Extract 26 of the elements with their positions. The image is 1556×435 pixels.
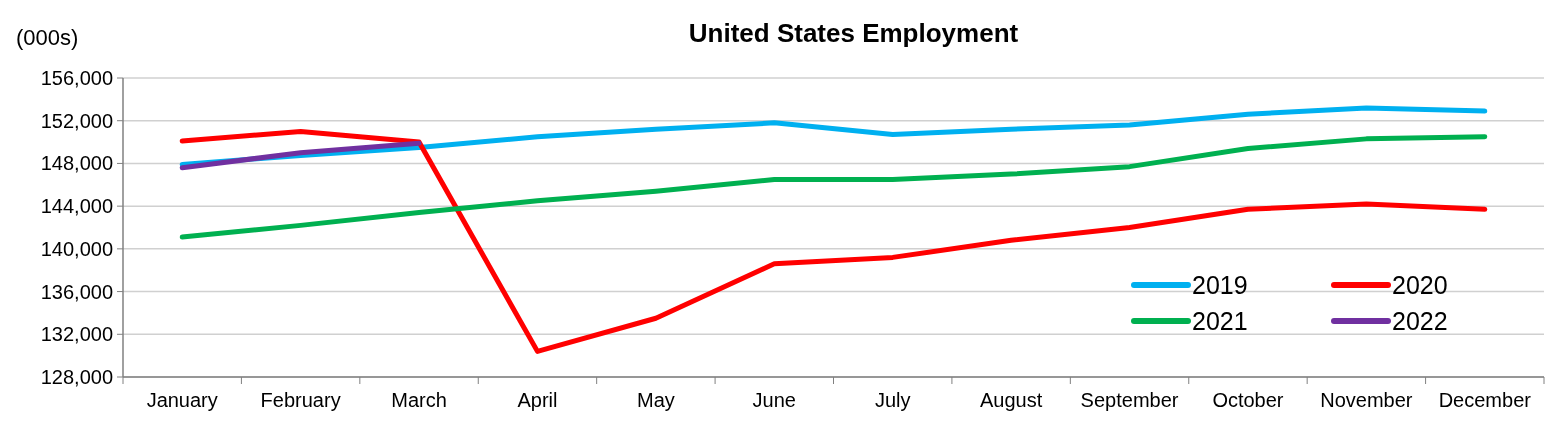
- y-tick-label: 148,000: [40, 152, 113, 175]
- legend-label: 2022: [1392, 306, 1448, 335]
- y-tick-label: 156,000: [40, 67, 113, 89]
- x-tick-label: November: [1320, 389, 1413, 411]
- y-tick-label: 128,000: [40, 366, 113, 388]
- x-tick-label: June: [752, 389, 796, 411]
- y-tick-label: 152,000: [40, 109, 113, 132]
- legend-label: 2021: [1192, 306, 1248, 335]
- x-tick-label: July: [874, 389, 911, 411]
- x-tick-label: April: [517, 389, 558, 411]
- x-tick-label: May: [636, 389, 675, 411]
- y-tick-label: 136,000: [40, 280, 113, 303]
- y-tick-label: 132,000: [40, 323, 113, 346]
- y-tick-label: 144,000: [40, 195, 113, 218]
- y-tick-label: 140,000: [40, 237, 113, 260]
- x-tick-label: February: [260, 389, 341, 411]
- y-axis-title: (000s): [16, 25, 79, 50]
- x-tick-label: January: [146, 389, 218, 411]
- x-tick-label: August: [979, 389, 1043, 411]
- legend-label: 2019: [1192, 270, 1248, 299]
- chart-title: United States Employment: [688, 18, 1019, 48]
- x-tick-label: September: [1080, 389, 1179, 411]
- x-tick-label: March: [391, 389, 447, 411]
- x-tick-label: December: [1438, 389, 1532, 411]
- x-tick-label: October: [1212, 389, 1284, 411]
- legend-label: 2020: [1392, 270, 1448, 299]
